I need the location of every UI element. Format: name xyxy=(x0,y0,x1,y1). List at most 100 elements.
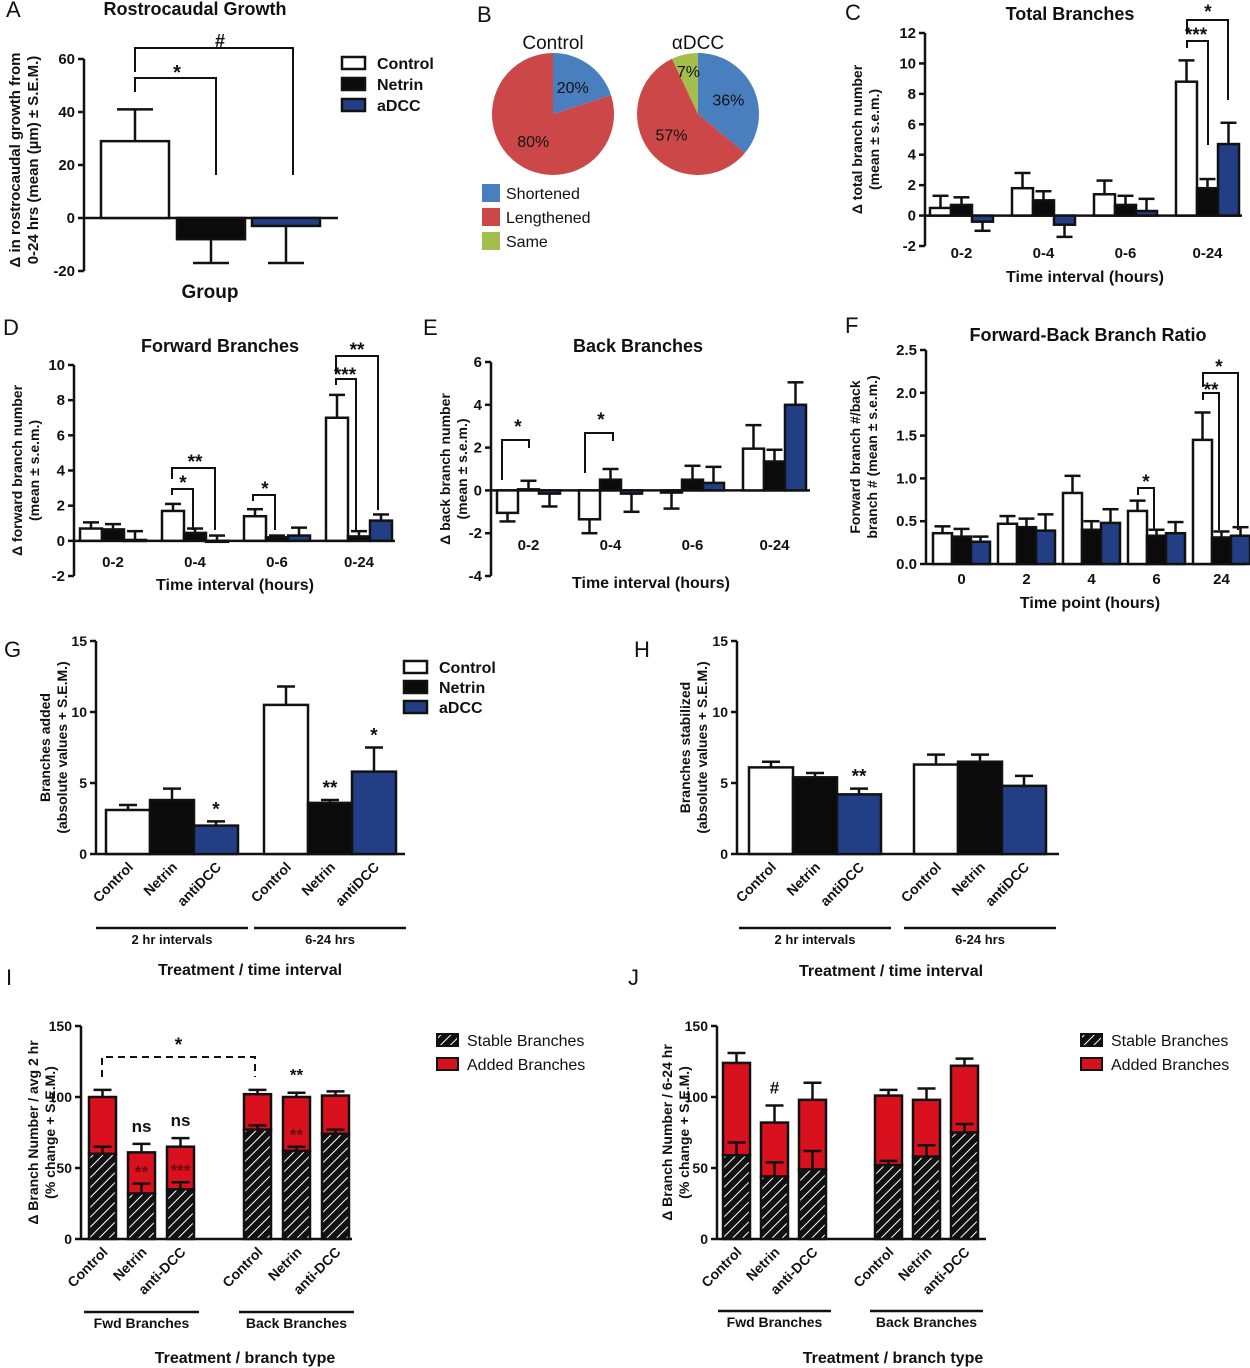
panel-letter-g: G xyxy=(4,637,21,662)
y-tick-label: 0 xyxy=(57,533,65,550)
legend-label: aDCC xyxy=(439,700,483,717)
legend-label: Stable Branches xyxy=(1111,1033,1228,1050)
legend-swatch-adcc xyxy=(340,97,367,113)
bar-netrin xyxy=(306,801,354,856)
bar-control xyxy=(931,531,954,566)
x-tick-label: 0-6 xyxy=(266,554,288,571)
y-tick-label: -4 xyxy=(469,568,483,585)
x-tick-label: antiDCC xyxy=(332,859,382,909)
x-tick-label: 0-4 xyxy=(1033,245,1055,262)
x-tick-label: 0-2 xyxy=(102,554,124,571)
bar-control xyxy=(1191,438,1214,566)
sig-bracket xyxy=(1202,392,1220,530)
group-label: Fwd Branches xyxy=(94,1315,190,1331)
x-axis-label: Treatment / time interval xyxy=(799,963,983,980)
panel-letter-c: C xyxy=(845,0,861,25)
sig-marker: ns xyxy=(171,1111,191,1130)
bar-control xyxy=(747,766,795,856)
y-tick-label: 0 xyxy=(700,1231,708,1247)
panel-a: Rostrocaudal Growth Δ in rostrocaudal gro… xyxy=(7,0,434,303)
bar-adcc xyxy=(204,539,230,544)
panel-e: Back Branches Δ back branch number(mean ±… xyxy=(437,336,810,592)
x-tick-label: Netrin xyxy=(298,859,338,899)
x-tick-label: 0-4 xyxy=(184,554,206,571)
legend-label: Shortened xyxy=(506,186,580,203)
x-tick-label: 0 xyxy=(957,571,965,588)
pie-slice-label: 80% xyxy=(517,134,549,151)
bar-adcc xyxy=(350,770,398,856)
bar-stable-branches xyxy=(797,1168,828,1241)
bar-control xyxy=(104,808,152,856)
y-tick-label: 5 xyxy=(720,775,728,791)
y-tick-label: 10 xyxy=(899,55,916,72)
y-tick-label: -2 xyxy=(903,238,916,255)
sig-marker: * xyxy=(212,799,220,820)
bar-control xyxy=(1174,80,1199,217)
bar-added-branches xyxy=(949,1064,980,1134)
x-axis-label: Time interval (hours) xyxy=(572,575,730,592)
legend-label: Stable Branches xyxy=(467,1033,584,1050)
x-tick-label: Control xyxy=(248,859,295,906)
y-axis-label: Δ total branch number(mean ± s.e.m.) xyxy=(849,64,882,214)
y-tick-label: 15 xyxy=(712,633,728,649)
y-tick-label: 8 xyxy=(57,392,65,409)
y-axis-label-line: Branches added xyxy=(37,693,53,802)
bar-adcc xyxy=(969,540,992,566)
x-tick-label: 0-24 xyxy=(1192,245,1223,262)
x-tick-label: 0-6 xyxy=(682,537,704,554)
pie-slice-same xyxy=(672,53,698,114)
y-tick-label: 2 xyxy=(908,177,916,194)
bar-adcc xyxy=(835,793,883,856)
bar-control xyxy=(99,139,171,220)
pie-slice-label: 20% xyxy=(557,80,589,97)
bar-adcc xyxy=(250,216,322,228)
bar-adcc xyxy=(122,538,148,543)
sig-marker: *** xyxy=(334,365,357,386)
sig-bracket xyxy=(171,488,194,530)
sig-marker: *** xyxy=(1185,25,1208,46)
y-tick-label: 0 xyxy=(908,208,916,225)
legend-label: Control xyxy=(377,56,434,73)
pie-slice-shortened xyxy=(553,53,612,114)
bar-netrin xyxy=(346,535,372,543)
y-tick-label: 10 xyxy=(712,704,728,720)
pie-title: Control xyxy=(522,33,583,54)
y-tick-label: -20 xyxy=(53,263,75,280)
y-tick-label: 40 xyxy=(58,104,75,121)
sig-marker: ** xyxy=(1204,380,1219,401)
x-tick-label: Netrin xyxy=(948,859,988,899)
sig-marker-inner: *** xyxy=(171,1161,191,1180)
y-tick-label: 60 xyxy=(58,51,75,68)
y-tick-label: 6 xyxy=(908,116,916,133)
bar-netrin xyxy=(516,488,541,492)
legend-swatch-netrin xyxy=(340,76,367,92)
x-tick-label: Control xyxy=(219,1244,266,1291)
x-axis-label: Treatment / branch type xyxy=(155,1350,336,1367)
x-tick-label: Control xyxy=(90,859,137,906)
y-axis-label-line: Δ in rostrocaudal growth from xyxy=(7,53,24,268)
bar-netrin xyxy=(762,460,787,492)
legend-label: Same xyxy=(506,234,548,251)
bar-adcc xyxy=(970,214,995,223)
legend-swatch-added xyxy=(436,1057,459,1071)
x-tick-label: 0-6 xyxy=(1115,245,1137,262)
y-axis-label: Δ in rostrocaudal growth from0-24 hrs (m… xyxy=(7,53,42,268)
legend-label: aDCC xyxy=(377,98,421,115)
bar-netrin xyxy=(148,798,196,856)
bar-adcc xyxy=(1034,529,1057,566)
panel-f: Forward-Back Branch Ratio Forward branch … xyxy=(847,325,1250,612)
y-tick-label: 10 xyxy=(48,357,65,374)
panel-h: Branches stabilized(absolute values + S.… xyxy=(677,633,1059,980)
bar-control xyxy=(577,489,602,521)
sig-bracket xyxy=(1186,40,1209,145)
y-axis-label-line: Δ back branch number xyxy=(437,393,453,545)
y-axis-label: Δ forward branch number(mean ± s.e.m.) xyxy=(9,384,42,556)
y-tick-label: 4 xyxy=(474,397,483,414)
bar-adcc xyxy=(192,824,240,856)
y-tick-label: 8 xyxy=(908,86,916,103)
y-tick-label: 0 xyxy=(64,1231,72,1247)
y-axis-label: Δ back branch number(mean ± s.e.m.) xyxy=(437,393,470,545)
y-axis-label-line: (absolute values + S.E.M.) xyxy=(54,661,70,833)
legend-label: Added Branches xyxy=(467,1057,585,1074)
bar-added-branches xyxy=(87,1095,118,1156)
